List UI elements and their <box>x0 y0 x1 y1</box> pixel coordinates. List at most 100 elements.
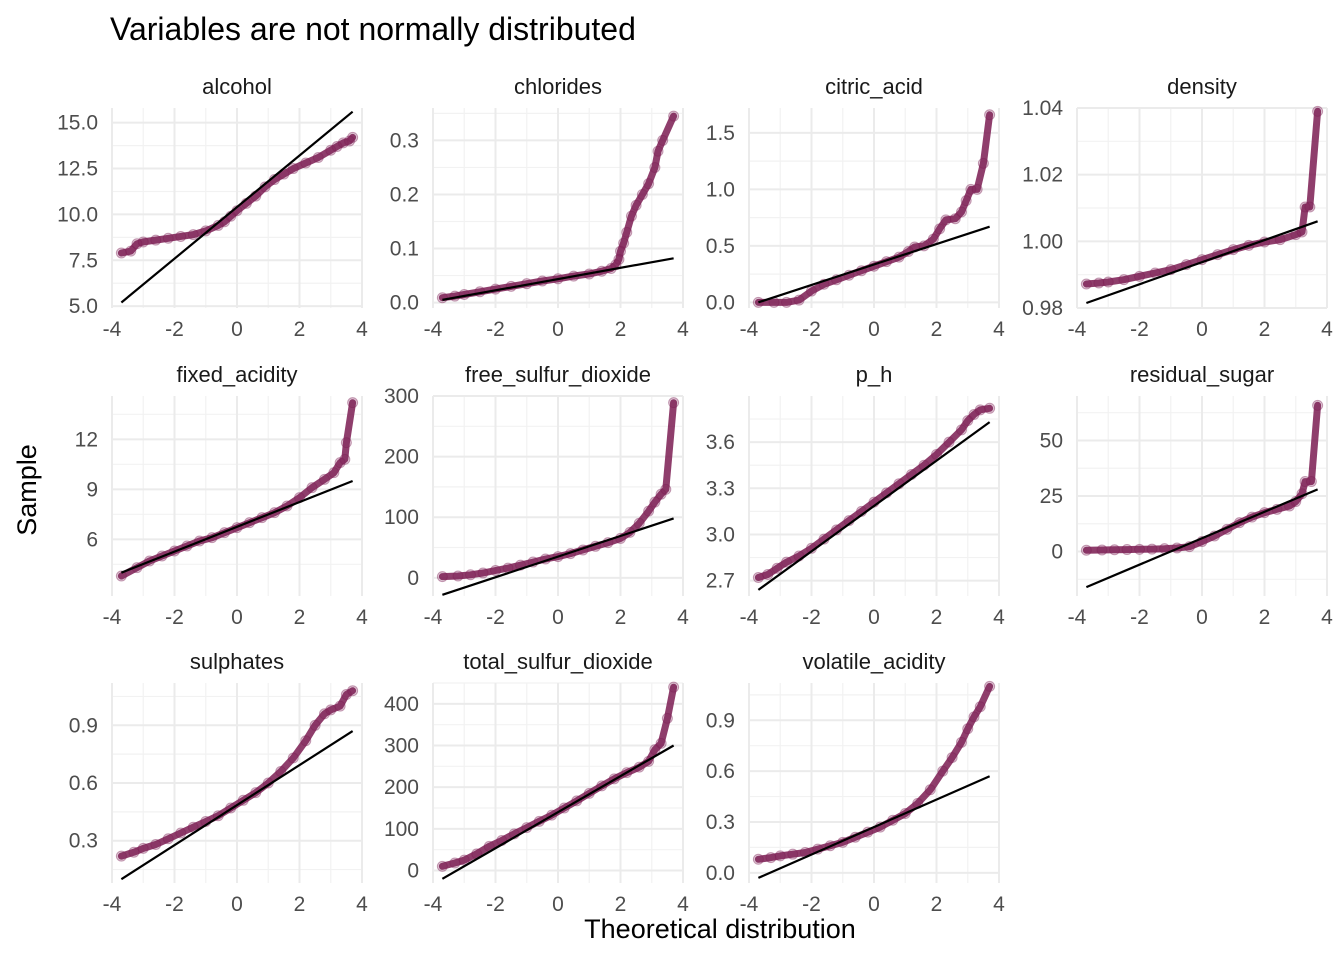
x-tick-label: 2 <box>931 606 943 629</box>
reference-line <box>442 257 674 301</box>
panel-density-strip-label: density <box>1167 74 1237 99</box>
y-tick-label: 25 <box>1040 485 1063 508</box>
reference-line <box>757 775 991 879</box>
y-tick-label: 12 <box>75 428 98 451</box>
panel-density: density -4 -2 0 2 4 0.98 1.00 1.02 1.04 <box>1022 74 1333 341</box>
reference-line <box>757 421 991 591</box>
x-tick-label: 0 <box>868 606 880 629</box>
x-tick-label: 2 <box>615 893 627 916</box>
x-tick-label: 0 <box>231 318 243 341</box>
x-tick-label: 0 <box>868 893 880 916</box>
x-tick-label: -2 <box>802 893 821 916</box>
sample-quantile-band <box>117 133 357 257</box>
x-tick-label: -2 <box>802 318 821 341</box>
x-tick-label: -2 <box>486 318 505 341</box>
reference-line <box>120 730 354 881</box>
sample-quantile-band <box>438 399 678 581</box>
x-tick-label: 4 <box>356 606 368 629</box>
x-tick-label: -4 <box>424 893 443 916</box>
x-tick-label: 0 <box>552 318 564 341</box>
panel-sulphates: sulphates -4 -2 0 2 4 0.3 0.6 0.9 <box>69 649 368 916</box>
x-tick-label: 4 <box>677 606 689 629</box>
panel-total-sulfur-dioxide-strip-label: total_sulfur_dioxide <box>463 649 653 674</box>
reference-line <box>758 225 990 304</box>
x-tick-label: 0 <box>231 606 243 629</box>
panel-citric-acid: citric_acid -4 -2 0 2 4 0.0 0.5 1.0 1.5 <box>706 74 1005 341</box>
x-tick-label: -4 <box>424 606 443 629</box>
facet-panels: alcohol -4 -2 0 2 4 5.0 7.5 10.0 12.5 15.0 chloride… <box>57 74 1333 916</box>
x-tick-label: 2 <box>294 893 306 916</box>
y-tick-label: 0.0 <box>706 862 735 885</box>
sample-quantile-band <box>754 404 994 581</box>
x-tick-label: 4 <box>993 606 1005 629</box>
y-tick-label: 0.6 <box>69 772 98 795</box>
y-tick-label: 300 <box>384 735 419 758</box>
sample-quantile-band <box>438 112 678 302</box>
y-tick-label: 0.9 <box>706 709 735 732</box>
panel-residual-sugar: residual_sugar -4 -2 0 2 4 0 25 50 <box>1040 362 1334 629</box>
x-tick-label: -2 <box>802 606 821 629</box>
y-tick-label: 50 <box>1040 429 1063 452</box>
x-tick-label: 0 <box>552 606 564 629</box>
y-tick-label: 3.0 <box>706 523 735 546</box>
x-tick-label: -4 <box>103 318 122 341</box>
y-tick-label: 1.0 <box>706 178 735 201</box>
x-tick-label: -2 <box>486 893 505 916</box>
y-tick-label: 0.0 <box>390 292 419 315</box>
x-tick-label: -4 <box>424 318 443 341</box>
y-tick-label: 0.5 <box>706 235 735 258</box>
x-tick-label: 2 <box>931 318 943 341</box>
y-tick-label: 0 <box>407 860 419 883</box>
y-tick-label: 0.98 <box>1022 297 1063 320</box>
x-tick-label: -2 <box>165 893 184 916</box>
y-tick-label: 1.04 <box>1022 97 1063 120</box>
y-tick-label: 200 <box>384 776 419 799</box>
y-tick-label: 400 <box>384 693 419 716</box>
reference-line <box>120 110 354 304</box>
panel-p-h: p_h -4 -2 0 2 4 2.7 3.0 3.3 3.6 <box>706 362 1005 629</box>
y-tick-label: 300 <box>384 385 419 408</box>
y-tick-label: 5.0 <box>69 295 98 318</box>
panel-total-sulfur-dioxide: total_sulfur_dioxide -4 -2 0 2 4 0 100 200 300 400 <box>384 649 689 916</box>
x-tick-label: 4 <box>1321 606 1333 629</box>
y-tick-label: 6 <box>86 528 98 551</box>
y-tick-label: 0.3 <box>69 830 98 853</box>
x-tick-label: -4 <box>1068 318 1087 341</box>
x-tick-label: -2 <box>486 606 505 629</box>
reference-line <box>120 479 354 574</box>
y-tick-label: 0.2 <box>390 183 419 206</box>
x-tick-label: 4 <box>677 893 689 916</box>
x-tick-label: 4 <box>356 893 368 916</box>
x-tick-label: 0 <box>1196 318 1208 341</box>
y-tick-label: 0 <box>407 567 419 590</box>
sample-quantile-band <box>1082 107 1322 288</box>
x-tick-label: 2 <box>931 893 943 916</box>
panel-fixed-acidity: fixed_acidity -4 -2 0 2 4 6 9 12 <box>75 362 369 629</box>
x-tick-label: -2 <box>165 606 184 629</box>
y-tick-label: 100 <box>384 818 419 841</box>
y-tick-label: 12.5 <box>57 158 98 181</box>
x-tick-label: 0 <box>552 893 564 916</box>
panel-volatile-acidity: volatile_acidity -4 -2 0 2 4 0.0 0.3 0.6 0.9 <box>706 649 1005 916</box>
panel-alcohol: alcohol -4 -2 0 2 4 5.0 7.5 10.0 12.5 15.0 <box>57 74 368 341</box>
panel-volatile-acidity-strip-label: volatile_acidity <box>802 649 945 674</box>
reference-line <box>1086 220 1318 305</box>
x-tick-label: 4 <box>993 318 1005 341</box>
reference-line <box>1085 488 1319 589</box>
reference-line <box>442 517 674 596</box>
y-tick-label: 3.6 <box>706 431 735 454</box>
reference-line <box>441 744 675 880</box>
x-tick-label: -4 <box>740 606 759 629</box>
x-tick-label: 4 <box>993 893 1005 916</box>
panel-free-sulfur-dioxide-strip-label: free_sulfur_dioxide <box>465 362 651 387</box>
y-tick-label: 9 <box>86 478 98 501</box>
x-axis-title: Theoretical distribution <box>584 914 856 944</box>
y-tick-label: 1.00 <box>1022 230 1063 253</box>
x-tick-label: -4 <box>740 318 759 341</box>
y-tick-label: 0.1 <box>390 238 419 261</box>
y-axis-title: Sample <box>12 444 42 536</box>
x-tick-label: 2 <box>1259 606 1271 629</box>
y-tick-label: 100 <box>384 506 419 529</box>
y-tick-label: 0.6 <box>706 760 735 783</box>
